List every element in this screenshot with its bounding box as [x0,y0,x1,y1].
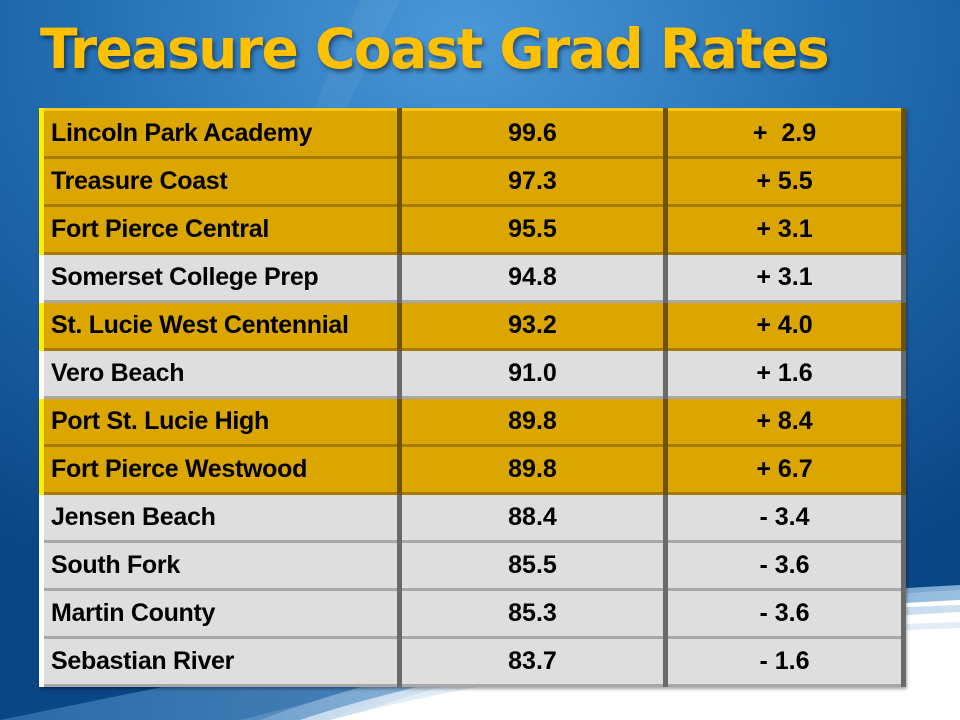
school-name-cell: St. Lucie West Centennial [39,300,402,351]
school-name-cell: Fort Pierce Westwood [39,444,402,495]
table-row: Lincoln Park Academy 99.6 + 2.9 [39,108,906,159]
rate-change-cell: + 4.0 [663,300,906,351]
grad-rate-cell: 88.4 [397,492,668,543]
rate-change-cell: + 3.1 [663,252,906,303]
rate-change-cell: - 3.4 [663,492,906,543]
rate-change-cell: + 2.9 [663,108,906,159]
rate-change-cell: + 3.1 [663,204,906,255]
school-name-cell: Treasure Coast [39,156,402,207]
rate-change-cell: + 1.6 [663,348,906,399]
table-row: Port St. Lucie High 89.8 + 8.4 [39,396,906,447]
rate-change-cell: - 1.6 [663,636,906,687]
table-row: Somerset College Prep 94.8 + 3.1 [39,252,906,303]
school-name-cell: Sebastian River [39,636,402,687]
table-row: St. Lucie West Centennial 93.2 + 4.0 [39,300,906,351]
grad-rates-table: Lincoln Park Academy 99.6 + 2.9 Treasure… [39,108,906,687]
table-row: Treasure Coast 97.3 + 5.5 [39,156,906,207]
grad-rate-cell: 91.0 [397,348,668,399]
school-name-cell: Vero Beach [39,348,402,399]
grad-rate-cell: 97.3 [397,156,668,207]
grad-rate-cell: 85.5 [397,540,668,591]
rate-change-cell: + 6.7 [663,444,906,495]
grad-rate-cell: 94.8 [397,252,668,303]
school-name-cell: Somerset College Prep [39,252,402,303]
table-row: South Fork 85.5 - 3.6 [39,540,906,591]
table-row: Vero Beach 91.0 + 1.6 [39,348,906,399]
grad-rate-cell: 89.8 [397,396,668,447]
table-row: Sebastian River 83.7 - 1.6 [39,636,906,687]
table-row: Martin County 85.3 - 3.6 [39,588,906,639]
school-name-cell: Fort Pierce Central [39,204,402,255]
grad-rate-cell: 85.3 [397,588,668,639]
grad-rate-cell: 95.5 [397,204,668,255]
table-row: Fort Pierce Central 95.5 + 3.1 [39,204,906,255]
grad-rate-cell: 89.8 [397,444,668,495]
rate-change-cell: + 5.5 [663,156,906,207]
rate-change-cell: - 3.6 [663,588,906,639]
rate-change-cell: + 8.4 [663,396,906,447]
school-name-cell: Port St. Lucie High [39,396,402,447]
grad-rate-cell: 99.6 [397,108,668,159]
grad-rate-cell: 83.7 [397,636,668,687]
grad-rate-cell: 93.2 [397,300,668,351]
school-name-cell: Martin County [39,588,402,639]
school-name-cell: Lincoln Park Academy [39,108,402,159]
school-name-cell: Jensen Beach [39,492,402,543]
table-row: Fort Pierce Westwood 89.8 + 6.7 [39,444,906,495]
table-row: Jensen Beach 88.4 - 3.4 [39,492,906,543]
rate-change-cell: - 3.6 [663,540,906,591]
slide-title: Treasure Coast Grad Rates [40,17,830,81]
school-name-cell: South Fork [39,540,402,591]
